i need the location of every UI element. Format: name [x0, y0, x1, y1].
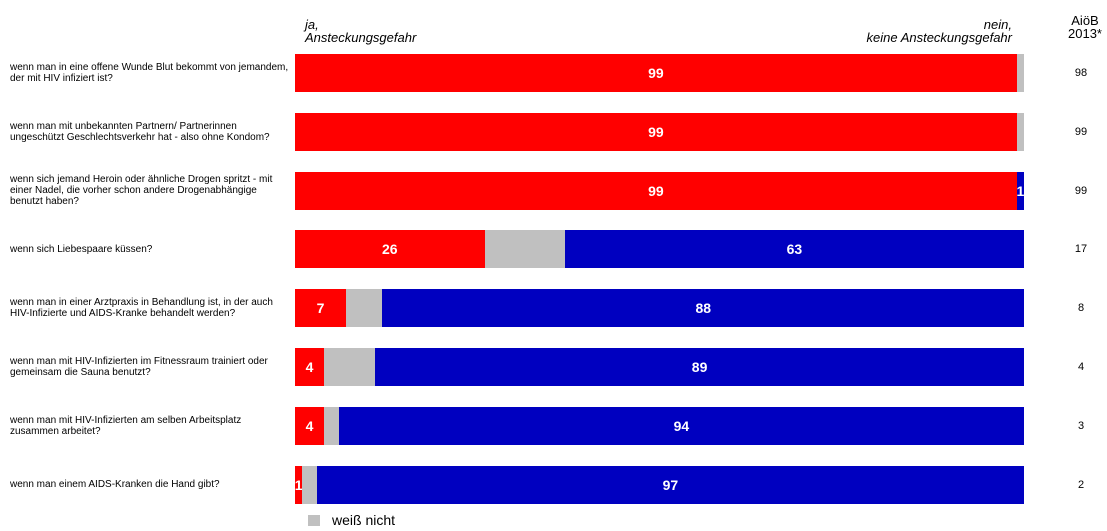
bar-segment-yes: [295, 465, 303, 504]
category-label: wenn man mit unbekannten Partnern/ Partn…: [10, 120, 270, 143]
comparison-value: 3: [1077, 419, 1085, 432]
bar-value-label: 63: [786, 241, 803, 258]
bar-segment-yes: [295, 289, 347, 328]
yes-header-line-1: ja,: [305, 17, 319, 32]
bar-value-label: 94: [673, 417, 690, 434]
bar-value-label: 99: [648, 182, 664, 199]
bar-segment-no: [316, 465, 1024, 504]
bar-value-label: 97: [662, 476, 679, 493]
comparison-header-line-2: 2013*: [1068, 26, 1102, 41]
bar-value-label: 88: [695, 300, 712, 317]
comparison-value: 8: [1077, 302, 1085, 315]
bar-segment-yes: [295, 230, 485, 269]
legend: weiß nicht: [308, 512, 395, 528]
bar-value-label: 99: [648, 65, 664, 81]
bar-segment-dont_know: [324, 348, 376, 386]
bar-segment-dont_know: [302, 465, 317, 504]
bar-segment-yes: [295, 112, 1017, 151]
bar-segment-yes: [295, 348, 325, 386]
bar-segment-yes: [295, 171, 1017, 210]
no-header-line-1: nein,: [983, 17, 1012, 32]
category-label: wenn man in eine offene Wunde Blut bekom…: [10, 62, 289, 84]
category-label: wenn sich Liebespaare küssen?: [10, 243, 153, 255]
comparison-value: 98: [1074, 67, 1088, 79]
category-label: wenn man mit HIV-Infizierten im Fitnessr…: [10, 356, 268, 378]
category-label: wenn sich jemand Heroin oder ähnliche Dr…: [10, 174, 273, 208]
bar-value-label: 1: [1016, 182, 1025, 199]
comparison-header: AiöB 2013*: [1058, 14, 1107, 40]
comparison-value: 17: [1074, 243, 1088, 256]
bar-segment-dont_know: [324, 406, 339, 445]
legend-label-dont-know: weiß nicht: [332, 512, 396, 528]
comparison-value: 99: [1074, 184, 1088, 197]
bar-value-label: 4: [305, 417, 314, 434]
category-label: wenn man mit HIV-Infizierten am selben A…: [10, 414, 242, 437]
bar-segment-no: [1016, 171, 1024, 210]
bar-segment-dont_know: [1016, 112, 1024, 151]
comparison-value: 4: [1077, 361, 1085, 373]
bar-segment-no: [338, 406, 1024, 445]
yes-header-line-2: Ansteckungsgefahr: [305, 30, 417, 45]
comparison-value: 99: [1074, 125, 1088, 138]
bar-segment-no: [375, 348, 1024, 386]
bar-segment-yes: [295, 406, 325, 445]
bar-value-label: 1: [294, 476, 303, 493]
bar-segment-dont_know: [1016, 54, 1024, 92]
yes-header: ja, Ansteckungsgefahr: [305, 18, 565, 44]
bar-value-label: 7: [316, 300, 325, 317]
bar-value-label: 99: [648, 123, 664, 140]
category-label: wenn man einem AIDS-Kranken die Hand gib…: [10, 479, 220, 491]
bar-value-label: 89: [691, 359, 708, 375]
bar-segment-no: [382, 289, 1024, 328]
bar-segment-no: [564, 230, 1024, 269]
bar-segment-yes: [295, 54, 1017, 92]
legend-swatch-dont-know: [308, 514, 320, 526]
bar-segment-dont_know: [346, 289, 383, 328]
no-header: nein, keine Ansteckungsgefahr: [772, 18, 1012, 44]
category-label: wenn man in einer Arztpraxis in Behandlu…: [10, 297, 273, 320]
no-header-line-2: keine Ansteckungsgefahr: [866, 30, 1012, 45]
comparison-value: 2: [1077, 478, 1085, 491]
comparison-header-line-1: AiöB: [1071, 13, 1099, 28]
bar-value-label: 4: [305, 359, 314, 375]
bar-value-label: 26: [381, 241, 398, 258]
bar-segment-dont_know: [484, 230, 565, 269]
